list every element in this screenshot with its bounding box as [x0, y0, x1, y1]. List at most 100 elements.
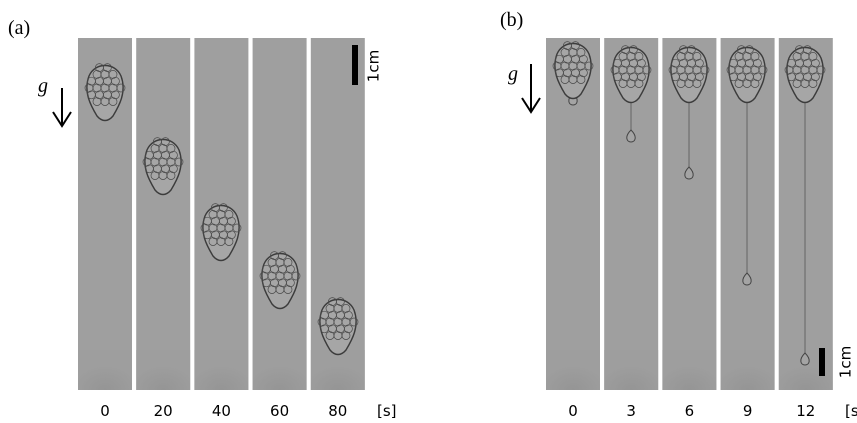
gravity-label: g: [38, 75, 48, 97]
droplet: [642, 65, 652, 75]
droplet: [634, 52, 644, 61]
time-label: 20: [154, 402, 173, 420]
droplet: [341, 331, 351, 340]
droplet: [808, 79, 818, 88]
time-label: 60: [270, 402, 289, 420]
droplet: [169, 164, 178, 174]
droplet: [344, 310, 353, 320]
video-frame: [136, 38, 191, 390]
frame-shade: [136, 350, 191, 390]
droplet: [161, 137, 170, 146]
frame-shade: [310, 350, 365, 390]
droplet: [108, 70, 118, 79]
droplet: [227, 230, 236, 240]
droplet-cluster: [142, 137, 184, 196]
droplet: [692, 79, 702, 88]
droplet: [224, 210, 234, 219]
frame-shade: [546, 350, 600, 390]
droplet: [349, 317, 359, 327]
frame-shade: [252, 350, 307, 390]
tail-drop: [742, 272, 752, 286]
frame-shade: [194, 350, 249, 390]
panel: (a) g 0 20 40 60 80 [s] 1cm: [8, 17, 397, 420]
droplet: [700, 65, 710, 75]
droplet: [166, 171, 176, 180]
panel: (b) g 0 3 6 9 12 [s] 1cm: [500, 9, 857, 420]
frame-shade: [604, 350, 659, 390]
droplet: [584, 61, 594, 71]
time-label: 80: [328, 402, 347, 420]
video-frame: [252, 38, 307, 390]
time-unit: [s]: [377, 402, 397, 420]
tail-drop: [684, 166, 694, 180]
droplet: [758, 65, 768, 75]
droplet: [579, 54, 588, 64]
droplet: [174, 157, 184, 167]
droplet: [116, 83, 126, 93]
droplet: [750, 79, 760, 88]
droplet-cluster: [668, 45, 710, 180]
droplet: [750, 52, 760, 61]
droplet: [169, 150, 178, 160]
droplet: [283, 285, 293, 294]
time-label: 0: [568, 402, 578, 420]
gravity-arrowhead: [521, 97, 541, 114]
panel-label: (a): [8, 17, 30, 39]
time-label: 6: [685, 402, 695, 420]
tail-drop: [800, 352, 810, 366]
droplet: [278, 251, 287, 260]
time-label: 0: [100, 402, 110, 420]
droplet: [341, 304, 351, 313]
droplet: [219, 203, 228, 212]
droplet: [291, 271, 301, 281]
droplet: [637, 72, 646, 82]
droplet: [579, 68, 588, 78]
droplet: [803, 45, 812, 54]
droplet: [571, 41, 580, 50]
droplet-cluster: [200, 203, 242, 262]
droplet: [224, 237, 234, 246]
droplet: [637, 58, 646, 68]
droplet: [811, 72, 820, 82]
frame-shade: [78, 350, 132, 390]
droplet-cluster: [259, 251, 301, 310]
time-label: 40: [212, 402, 231, 420]
time-label: 12: [796, 402, 815, 420]
droplet-cluster: [784, 45, 826, 366]
droplet-cluster: [610, 45, 652, 143]
droplet: [816, 65, 826, 75]
droplet-cluster: [726, 45, 768, 286]
droplet: [286, 264, 295, 274]
droplet: [808, 52, 818, 61]
time-label: 3: [626, 402, 636, 420]
droplet: [576, 48, 586, 57]
droplet: [344, 324, 353, 334]
scale-bar: [352, 45, 358, 85]
droplet: [111, 76, 120, 86]
frame-shade: [662, 350, 717, 390]
droplet: [695, 72, 704, 82]
gravity-label: g: [508, 63, 518, 85]
droplet-cluster: [552, 41, 594, 106]
droplet: [695, 58, 704, 68]
scale-label: 1cm: [365, 50, 383, 82]
frame-shade: [720, 350, 775, 390]
droplet: [745, 45, 754, 54]
droplet: [687, 45, 696, 54]
droplet: [629, 45, 638, 54]
panel-label: (b): [500, 9, 523, 31]
scale-label: 1cm: [837, 346, 855, 378]
tail-drop: [626, 129, 636, 143]
droplet-cluster: [317, 297, 359, 356]
droplet: [111, 90, 120, 100]
droplet: [576, 75, 586, 84]
gravity-arrowhead: [52, 111, 72, 128]
droplet: [103, 63, 112, 72]
droplet: [232, 223, 242, 233]
droplet: [108, 97, 118, 106]
droplet: [811, 58, 820, 68]
time-unit: [s]: [845, 402, 857, 420]
droplet: [166, 144, 176, 153]
time-label: 9: [743, 402, 753, 420]
